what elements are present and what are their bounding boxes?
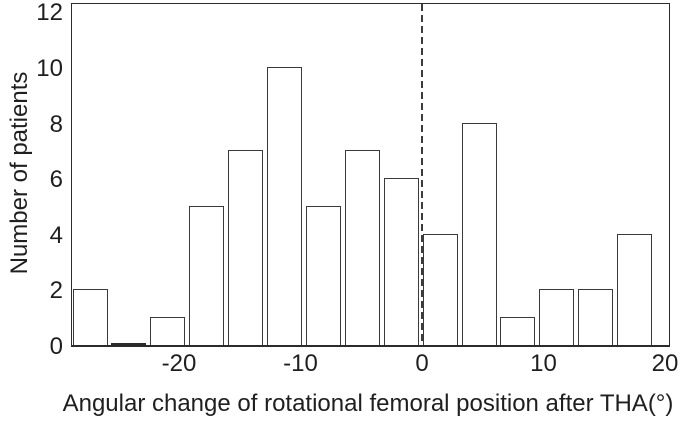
x-tick-label: 0 bbox=[415, 350, 429, 377]
histogram-bar bbox=[500, 317, 536, 345]
y-tick-label: 4 bbox=[49, 221, 63, 249]
zero-reference-line bbox=[421, 4, 423, 345]
histogram-bar bbox=[72, 289, 108, 345]
histogram-bar bbox=[461, 122, 497, 345]
y-tick-label: 10 bbox=[36, 55, 63, 82]
histogram-bar bbox=[383, 178, 419, 345]
histogram-bar bbox=[578, 289, 614, 345]
x-tick-label: 10 bbox=[530, 350, 557, 377]
histogram-bar bbox=[344, 150, 380, 345]
x-axis-title: Angular change of rotational femoral pos… bbox=[62, 390, 674, 417]
histogram-bar bbox=[267, 67, 302, 345]
histogram-bar bbox=[111, 342, 147, 345]
y-tick-label: 12 bbox=[36, 0, 63, 27]
histogram-bar bbox=[617, 233, 653, 345]
histogram-bar bbox=[189, 206, 225, 345]
plot-area bbox=[71, 3, 670, 347]
y-tick-label: 2 bbox=[49, 277, 63, 305]
y-tick-label: 6 bbox=[49, 166, 63, 194]
histogram-bar bbox=[305, 206, 341, 345]
histogram-bar bbox=[539, 289, 575, 345]
x-tick-label: -10 bbox=[283, 350, 318, 377]
histogram-bar bbox=[422, 233, 458, 345]
y-tick-label: 8 bbox=[49, 110, 63, 138]
y-tick-label: 0 bbox=[49, 333, 63, 360]
x-tick-label: 20 bbox=[651, 350, 679, 377]
histogram-bar bbox=[228, 150, 264, 345]
histogram-bar bbox=[150, 317, 186, 345]
x-tick-label: -20 bbox=[161, 350, 197, 377]
